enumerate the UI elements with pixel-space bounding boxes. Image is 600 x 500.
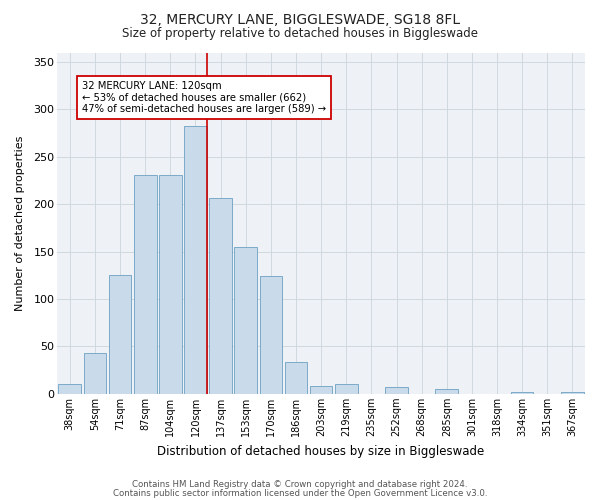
Bar <box>58 384 81 394</box>
Text: 32, MERCURY LANE, BIGGLESWADE, SG18 8FL: 32, MERCURY LANE, BIGGLESWADE, SG18 8FL <box>140 12 460 26</box>
Bar <box>260 276 282 394</box>
Bar <box>284 362 307 394</box>
Bar <box>235 247 257 394</box>
Text: Size of property relative to detached houses in Biggleswade: Size of property relative to detached ho… <box>122 28 478 40</box>
Text: 32 MERCURY LANE: 120sqm
← 53% of detached houses are smaller (662)
47% of semi-d: 32 MERCURY LANE: 120sqm ← 53% of detache… <box>82 81 326 114</box>
Bar <box>335 384 358 394</box>
Bar <box>109 276 131 394</box>
Text: Contains public sector information licensed under the Open Government Licence v3: Contains public sector information licen… <box>113 488 487 498</box>
Bar <box>159 175 182 394</box>
Bar <box>184 126 207 394</box>
Bar <box>436 389 458 394</box>
Bar <box>511 392 533 394</box>
Bar <box>310 386 332 394</box>
Bar <box>385 388 408 394</box>
Bar <box>209 198 232 394</box>
Bar <box>134 175 157 394</box>
Text: Contains HM Land Registry data © Crown copyright and database right 2024.: Contains HM Land Registry data © Crown c… <box>132 480 468 489</box>
Y-axis label: Number of detached properties: Number of detached properties <box>15 136 25 311</box>
Bar <box>83 353 106 394</box>
X-axis label: Distribution of detached houses by size in Biggleswade: Distribution of detached houses by size … <box>157 444 485 458</box>
Bar <box>561 392 584 394</box>
